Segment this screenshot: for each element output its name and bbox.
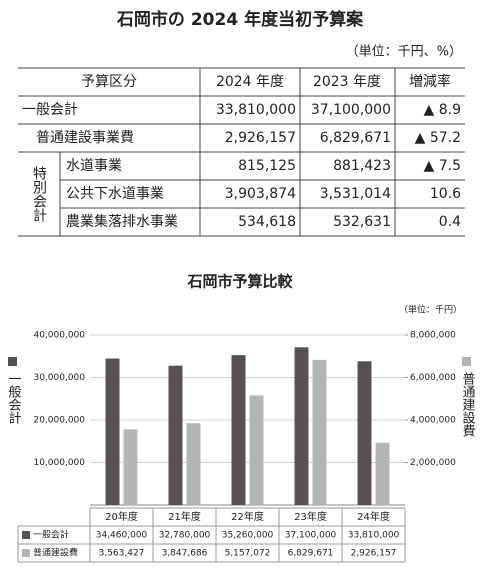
table-header: 増減率 xyxy=(409,73,451,90)
y2-label-swatch xyxy=(462,357,471,366)
y-axis-title: 一般会計 xyxy=(6,372,22,424)
table-cell: 3,903,874 xyxy=(225,186,296,202)
row-label: 公共下水道事業 xyxy=(66,186,164,202)
bar xyxy=(312,359,327,505)
table-cell: 6,829,671 xyxy=(320,130,391,146)
table-cell: 3,531,014 xyxy=(320,186,391,202)
title: 石岡市の 2024 年度当初予算案 xyxy=(116,9,364,30)
x-tick-label: 24年度 xyxy=(357,510,390,523)
row-label: 水道事業 xyxy=(66,158,122,174)
value-label: 6,829,671 xyxy=(288,549,334,559)
table-cell: 33,810,000 xyxy=(216,102,296,118)
table-cell: 534,618 xyxy=(238,214,296,230)
table-cell: 0.4 xyxy=(439,214,461,230)
value-label: 34,460,000 xyxy=(96,531,148,541)
bar xyxy=(249,395,264,505)
legend-label: 一般会計 xyxy=(33,529,69,541)
legend-swatch xyxy=(22,549,30,557)
bar xyxy=(105,358,120,505)
value-label: 5,157,072 xyxy=(225,549,271,559)
group-label: 特別会計 xyxy=(31,166,47,222)
table-cell: 37,100,000 xyxy=(311,102,391,118)
bar xyxy=(168,365,183,505)
y2-tick-label: 6,000,000 xyxy=(410,373,456,383)
y-tick-label: 20,000,000 xyxy=(33,416,85,426)
unit-note: （単位：千円、%） xyxy=(346,44,462,60)
table-cell: 815,125 xyxy=(238,158,296,174)
value-label: 37,100,000 xyxy=(285,531,337,541)
x-tick-label: 20年度 xyxy=(105,510,138,523)
value-label: 35,260,000 xyxy=(222,531,274,541)
table-cell: ▲ 7.5 xyxy=(424,158,461,174)
y2-tick-label: 2,000,000 xyxy=(410,458,456,468)
row-label: 一般会計 xyxy=(22,102,78,118)
bar xyxy=(123,429,138,505)
value-label: 32,780,000 xyxy=(159,531,211,541)
row-label: 普通建設事業費 xyxy=(36,130,134,146)
table-cell: 2,926,157 xyxy=(225,130,296,146)
legend-swatch xyxy=(22,531,30,539)
table-header: 予算区分 xyxy=(81,74,137,90)
table-cell: ▲ 57.2 xyxy=(415,130,461,146)
y-tick-label: 10,000,000 xyxy=(33,458,85,468)
table-cell: 10.6 xyxy=(430,186,461,202)
table-header: 2024 年度 xyxy=(216,74,284,90)
table-cell: 881,423 xyxy=(333,158,391,174)
y2-axis-title: 普通建設費 xyxy=(460,372,476,437)
chart-unit-note: （単位：千円） xyxy=(399,304,462,316)
y2-tick-label: 8,000,000 xyxy=(410,331,456,341)
value-label: 33,810,000 xyxy=(348,531,400,541)
bar xyxy=(186,423,201,505)
x-tick-label: 23年度 xyxy=(294,510,327,523)
row-label: 農業集落排水事業 xyxy=(66,213,178,230)
bar xyxy=(357,361,372,505)
bar xyxy=(375,442,390,505)
bar xyxy=(231,355,246,505)
x-tick-label: 21年度 xyxy=(168,510,201,523)
table-cell: 532,631 xyxy=(333,214,391,230)
x-tick-label: 22年度 xyxy=(231,510,264,523)
value-label: 3,563,427 xyxy=(99,549,145,559)
y2-tick-label: 4,000,000 xyxy=(410,416,456,426)
legend-label: 普通建設費 xyxy=(33,547,78,559)
y-label-swatch xyxy=(8,357,17,366)
chart-title: 石岡市予算比較 xyxy=(186,273,293,291)
table-grid xyxy=(18,67,465,237)
value-label: 2,926,157 xyxy=(351,549,397,559)
y-tick-label: 30,000,000 xyxy=(33,373,85,383)
y-tick-label: 40,000,000 xyxy=(33,331,85,341)
bar xyxy=(294,347,309,505)
table-cell: ▲ 8.9 xyxy=(424,102,461,118)
table-header: 2023 年度 xyxy=(313,74,381,90)
value-label: 3,847,686 xyxy=(162,549,208,559)
